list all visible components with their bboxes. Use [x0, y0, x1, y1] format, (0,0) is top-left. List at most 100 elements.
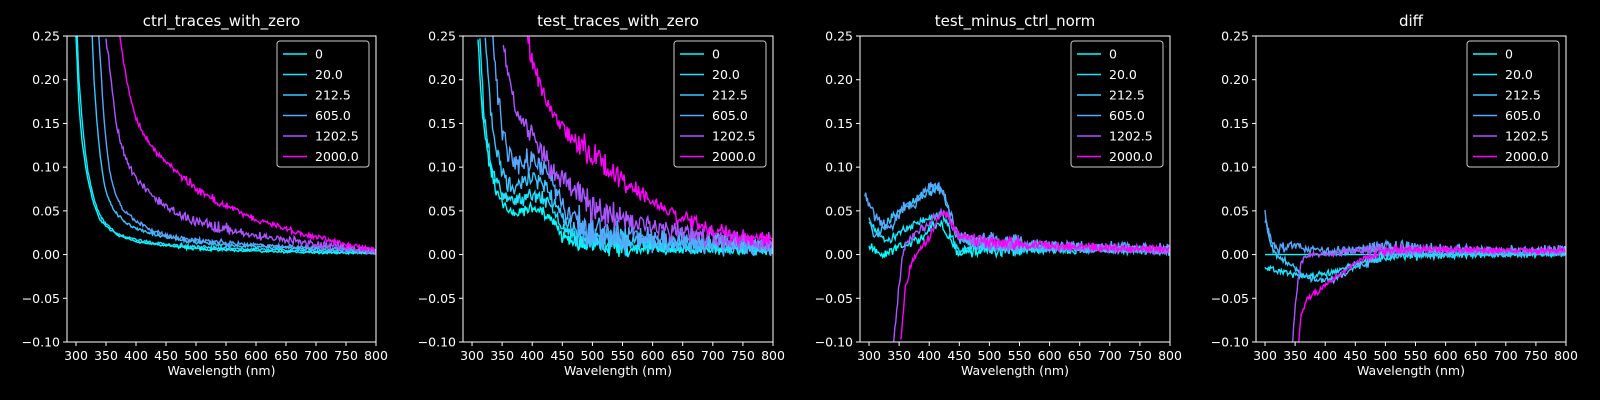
series-line-2000-0 — [119, 36, 376, 253]
legend-label: 20.0 — [315, 67, 343, 82]
x-tick-label: 500 — [977, 348, 1001, 363]
legend-label: 2000.0 — [1109, 149, 1153, 164]
legend-label: 605.0 — [712, 108, 748, 123]
series-line-2000-0 — [1298, 243, 1566, 342]
legend-label: 2000.0 — [712, 149, 756, 164]
y-tick-label: 0.10 — [428, 160, 456, 175]
legend-label: 605.0 — [1109, 108, 1145, 123]
x-tick-label: 800 — [364, 348, 388, 363]
x-tick-label: 650 — [274, 348, 298, 363]
legend-label: 1202.5 — [315, 129, 359, 144]
x-tick-label: 600 — [641, 348, 665, 363]
x-tick-label: 300 — [857, 348, 881, 363]
y-tick-label: −0.10 — [22, 335, 60, 350]
y-tick-label: 0.15 — [428, 116, 456, 131]
axes-frame — [859, 35, 1171, 343]
x-tick-label: 350 — [1283, 348, 1307, 363]
legend-label: 1202.5 — [1505, 129, 1549, 144]
y-tick-label: −0.05 — [815, 291, 853, 306]
x-tick-label: 350 — [94, 348, 118, 363]
series-line-605-0 — [98, 36, 376, 253]
x-tick-label: 600 — [1434, 348, 1458, 363]
legend-label: 0 — [315, 47, 323, 62]
x-tick-label: 700 — [1098, 348, 1122, 363]
y-tick-label: 0.15 — [32, 116, 60, 131]
legend-label: 1202.5 — [712, 129, 756, 144]
series-lines — [477, 36, 773, 258]
x-tick-label: 350 — [490, 348, 514, 363]
x-tick-label: 450 — [947, 348, 971, 363]
x-tick-label: 500 — [184, 348, 208, 363]
chart-panel-3: 300 350 400 450 500 550 600 650 700 750 800 −0.10 −0… — [815, 12, 1182, 378]
series-line-2000-0 — [526, 36, 773, 247]
x-tick-label: 300 — [1253, 348, 1277, 363]
y-tick-label: 0.20 — [825, 72, 853, 87]
y-tick-label: −0.10 — [418, 335, 456, 350]
y-tick-label: −0.10 — [1211, 335, 1249, 350]
series-line-1202-5 — [1292, 242, 1566, 342]
chart-panel-1: 300 350 400 450 500 550 600 650 700 750 800 −0.10 −0… — [22, 12, 388, 378]
x-axis-label: Wavelength (nm) — [961, 363, 1069, 378]
legend-label: 0 — [712, 47, 720, 62]
series-lines — [1264, 209, 1566, 342]
legend: 0 20.0 212.5 605.0 1202.5 2000.0 — [673, 40, 767, 168]
x-tick-label: 550 — [214, 348, 238, 363]
series-line-2000-0 — [900, 210, 1170, 340]
y-tick-label: 0.25 — [1221, 29, 1249, 44]
x-tick-label: 650 — [1464, 348, 1488, 363]
x-tick-label: 750 — [1524, 348, 1548, 363]
legend-label: 0 — [1109, 47, 1117, 62]
x-tick-label: 550 — [611, 348, 635, 363]
legend-label: 2000.0 — [1505, 149, 1549, 164]
x-tick-label: 550 — [1404, 348, 1428, 363]
x-tick-label: 500 — [580, 348, 604, 363]
legend: 0 20.0 212.5 605.0 1202.5 2000.0 — [1466, 40, 1560, 168]
x-tick-label: 650 — [671, 348, 695, 363]
chart-title: test_minus_ctrl_norm — [935, 12, 1096, 31]
y-tick-label: 0.05 — [1221, 203, 1249, 218]
y-tick-label: 0.25 — [428, 29, 456, 44]
y-tick-label: 0.15 — [825, 116, 853, 131]
y-tick-label: 0.05 — [825, 203, 853, 218]
y-tick-label: 0.20 — [32, 72, 60, 87]
series-line-1202-5 — [502, 44, 773, 251]
x-tick-label: 800 — [1554, 348, 1578, 363]
series-line-1202-5 — [105, 38, 376, 255]
x-tick-label: 450 — [1343, 348, 1367, 363]
axes-frame — [66, 35, 377, 343]
y-tick-label: −0.05 — [22, 291, 60, 306]
x-tick-label: 750 — [1128, 348, 1152, 363]
x-tick-label: 750 — [334, 348, 358, 363]
y-tick-label: 0.00 — [428, 247, 456, 262]
series-line-212-5 — [1264, 217, 1566, 285]
y-tick-label: 0.00 — [825, 247, 853, 262]
legend-label: 0 — [1505, 47, 1513, 62]
series-line-0 — [75, 36, 376, 256]
series-line-20-0 — [76, 36, 376, 255]
x-tick-label: 600 — [1038, 348, 1062, 363]
x-axis-label: Wavelength (nm) — [564, 363, 672, 378]
axes-frame — [1255, 35, 1567, 343]
legend-label: 20.0 — [1505, 67, 1533, 82]
chart-panel-4: 300 350 400 450 500 550 600 650 700 750 800 −0.10 −0… — [1211, 12, 1578, 378]
y-tick-label: 0.20 — [428, 72, 456, 87]
axes-frame — [462, 35, 774, 343]
x-tick-label: 400 — [1313, 348, 1337, 363]
x-tick-label: 600 — [244, 348, 268, 363]
x-axis-label: Wavelength (nm) — [168, 363, 276, 378]
x-tick-label: 300 — [460, 348, 484, 363]
y-tick-label: −0.05 — [1211, 291, 1249, 306]
x-tick-label: 300 — [64, 348, 88, 363]
chart-title: test_traces_with_zero — [537, 12, 699, 31]
y-tick-label: 0.10 — [32, 160, 60, 175]
legend: 0 20.0 212.5 605.0 1202.5 2000.0 — [1070, 40, 1164, 168]
legend-label: 2000.0 — [315, 149, 359, 164]
chart-title: ctrl_traces_with_zero — [143, 12, 300, 31]
x-tick-label: 500 — [1373, 348, 1397, 363]
legend-label: 212.5 — [712, 88, 748, 103]
series-line-1202-5 — [892, 206, 1170, 342]
y-tick-label: 0.15 — [1221, 116, 1249, 131]
x-tick-label: 700 — [304, 348, 328, 363]
legend-label: 605.0 — [1505, 108, 1541, 123]
y-tick-label: 0.10 — [1221, 160, 1249, 175]
